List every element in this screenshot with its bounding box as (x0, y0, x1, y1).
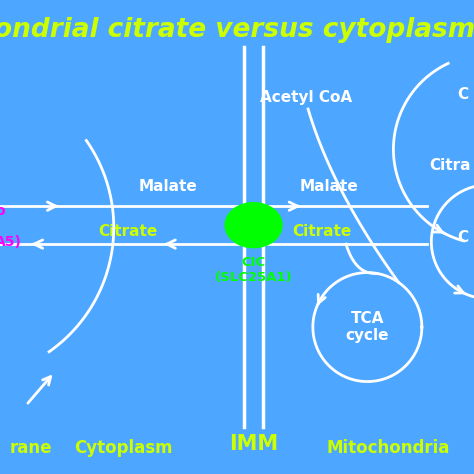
Text: IMM: IMM (229, 434, 278, 454)
Text: Cytoplasm: Cytoplasm (74, 439, 173, 457)
Text: o: o (0, 204, 5, 218)
Text: Malate: Malate (139, 179, 198, 194)
Text: Citrate: Citrate (293, 224, 352, 239)
Ellipse shape (225, 203, 282, 248)
Text: TCA
cycle: TCA cycle (346, 311, 389, 343)
Text: Mitochondria: Mitochondria (327, 439, 450, 457)
Text: Citrate: Citrate (99, 224, 157, 239)
Text: Malate: Malate (300, 179, 359, 194)
Text: A5): A5) (0, 235, 22, 249)
Text: rane: rane (9, 439, 52, 457)
Text: CIC
(SLC25A1): CIC (SLC25A1) (215, 256, 292, 284)
Text: Citra: Citra (429, 158, 471, 173)
Text: C: C (457, 87, 468, 102)
Text: ondrial citrate versus cytoplasmic: ondrial citrate versus cytoplasmic (0, 17, 474, 43)
Text: C: C (457, 229, 468, 245)
Text: Acetyl CoA: Acetyl CoA (260, 90, 352, 105)
